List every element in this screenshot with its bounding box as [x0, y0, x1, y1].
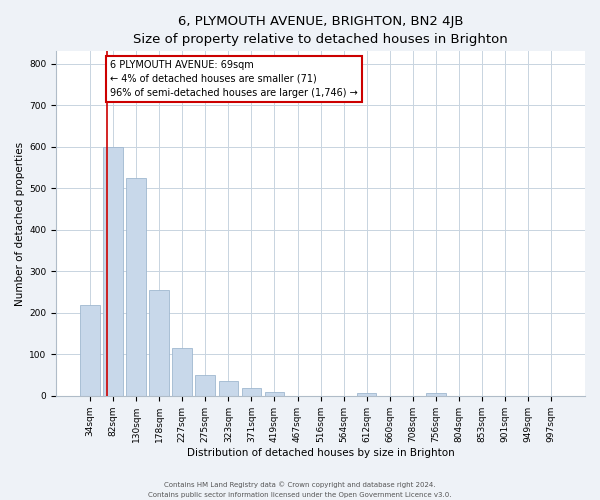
Bar: [242, 388, 261, 396]
Text: Contains HM Land Registry data © Crown copyright and database right 2024.
Contai: Contains HM Land Registry data © Crown c…: [148, 482, 452, 498]
Bar: [218, 382, 238, 396]
Bar: [196, 375, 215, 396]
Bar: [357, 392, 376, 396]
Title: 6, PLYMOUTH AVENUE, BRIGHTON, BN2 4JB
Size of property relative to detached hous: 6, PLYMOUTH AVENUE, BRIGHTON, BN2 4JB Si…: [133, 15, 508, 46]
Text: 6 PLYMOUTH AVENUE: 69sqm
← 4% of detached houses are smaller (71)
96% of semi-de: 6 PLYMOUTH AVENUE: 69sqm ← 4% of detache…: [110, 60, 358, 98]
Bar: [265, 392, 284, 396]
Bar: [126, 178, 146, 396]
X-axis label: Distribution of detached houses by size in Brighton: Distribution of detached houses by size …: [187, 448, 454, 458]
Y-axis label: Number of detached properties: Number of detached properties: [15, 142, 25, 306]
Bar: [172, 348, 192, 396]
Bar: [80, 304, 100, 396]
Bar: [149, 290, 169, 396]
Bar: [426, 392, 446, 396]
Bar: [103, 147, 123, 396]
